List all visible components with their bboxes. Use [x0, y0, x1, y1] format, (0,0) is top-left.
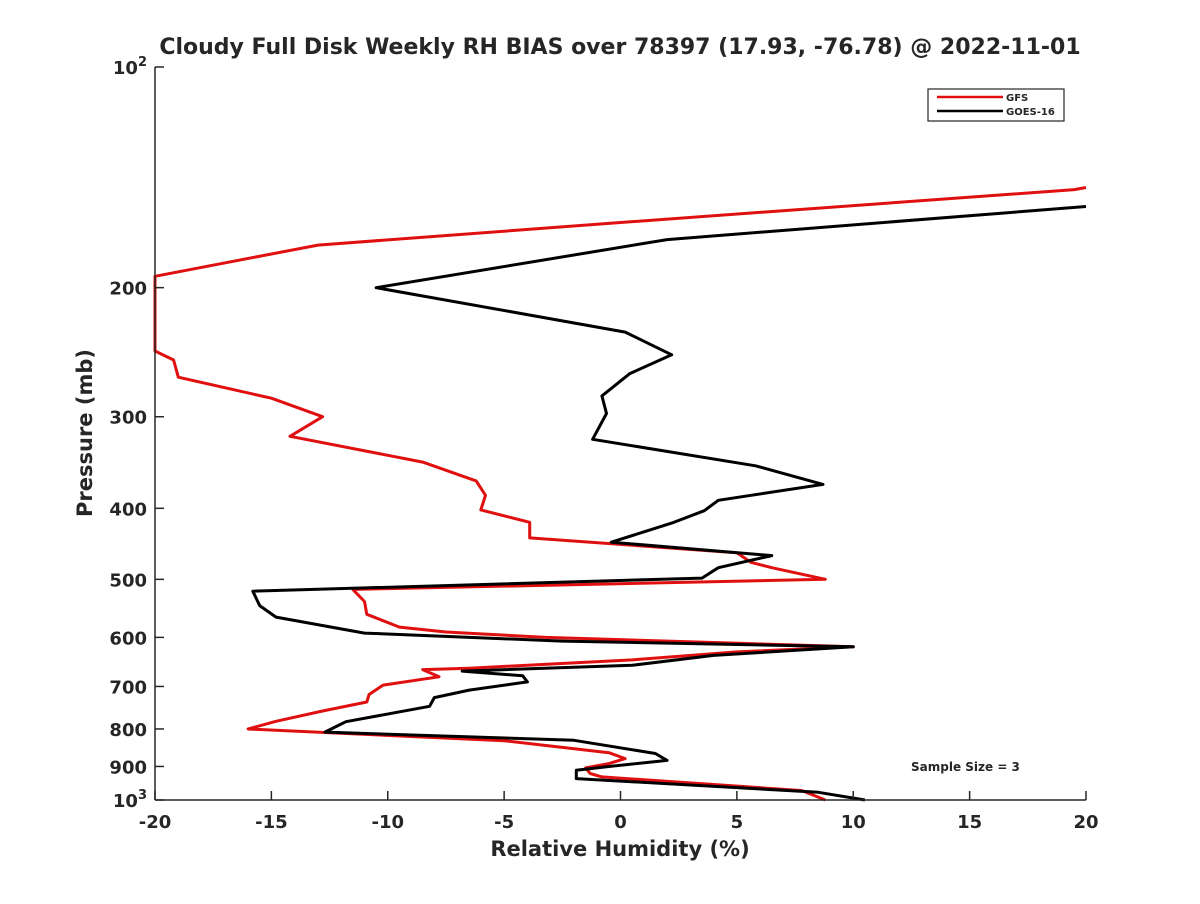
legend-label-goes16: GOES-16	[1006, 107, 1055, 118]
y-tick-label: 400	[109, 499, 147, 520]
x-tick-label: 10	[841, 812, 866, 833]
x-tick-label: 15	[957, 812, 982, 833]
series-line-goes-16	[251, 205, 1087, 802]
x-tick-label: -10	[371, 812, 404, 833]
sample-size-annotation: Sample Size = 3	[911, 760, 1020, 774]
y-axis-label: Pressure (mb)	[73, 349, 97, 517]
x-axis-label: Relative Humidity (%)	[490, 837, 749, 861]
y-tick-label: 103	[113, 788, 147, 812]
y-tick-label: 800	[109, 720, 147, 741]
x-tick-label: 0	[614, 812, 627, 833]
y-tick-label: 300	[109, 408, 147, 429]
chart-title: Cloudy Full Disk Weekly RH BIAS over 783…	[159, 35, 1080, 60]
x-ticks: -20 -15 -10 -5 0 5 10 15 20	[139, 791, 1099, 833]
x-tick-label: -5	[494, 812, 514, 833]
y-tick-label: 500	[109, 570, 147, 591]
legend: GFS GOES-16	[927, 88, 1065, 122]
y-ticks: 102 200 300 400 500 600 700 800 900 103	[109, 55, 164, 812]
series-line-gfs	[153, 186, 1087, 802]
y-tick-label: 900	[109, 757, 147, 778]
x-tick-label: -20	[139, 812, 172, 833]
y-tick-label: 200	[109, 279, 147, 300]
legend-box	[927, 88, 1065, 122]
x-tick-label: -15	[255, 812, 288, 833]
x-tick-label: 20	[1073, 812, 1098, 833]
legend-label-gfs: GFS	[1006, 93, 1028, 104]
y-tick-label: 102	[113, 55, 147, 79]
y-tick-label: 600	[109, 628, 147, 649]
x-tick-label: 5	[731, 812, 744, 833]
series-layer	[153, 186, 1087, 802]
y-tick-label: 700	[109, 677, 147, 698]
